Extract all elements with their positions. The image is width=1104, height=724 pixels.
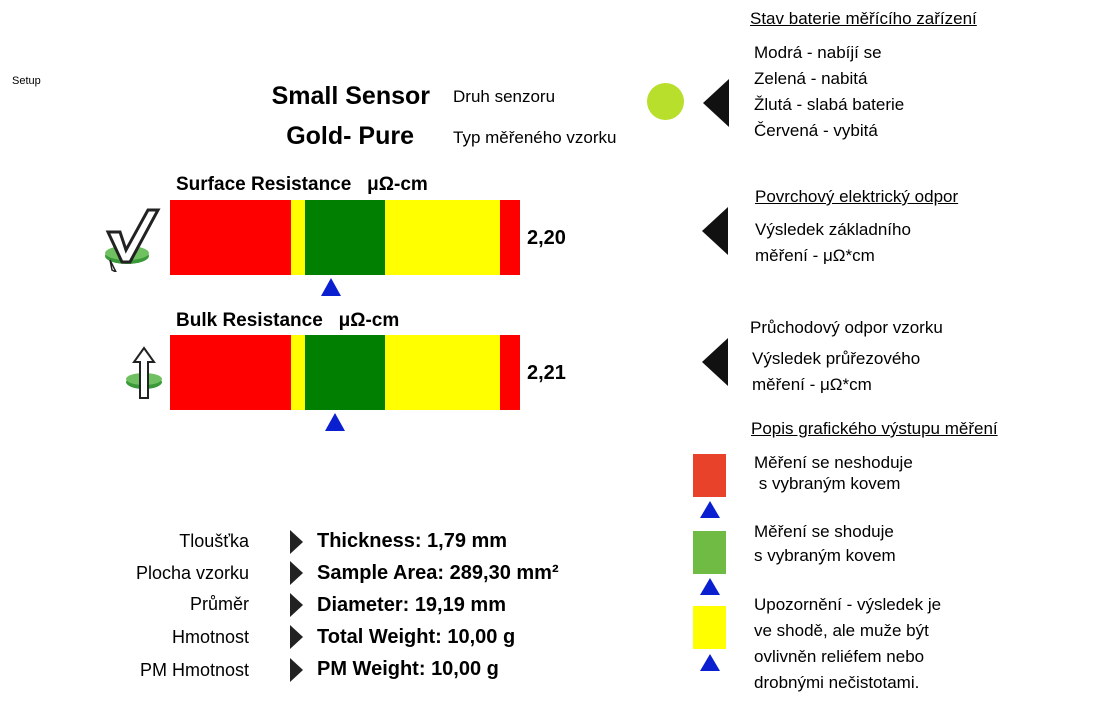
sensor-name: Small Sensor (271, 82, 430, 110)
pointer-left-icon (703, 79, 729, 127)
total-weight-value: Total Weight: 10,00 g (317, 626, 516, 648)
surface-resistance-value: 2,20 (527, 227, 566, 249)
bar-segment-red (170, 335, 291, 410)
setup-link[interactable]: Setup (12, 75, 41, 87)
bar-segment-yellow (385, 200, 500, 275)
surface-note-line: Výsledek základního (755, 220, 911, 239)
bulk-note: Výsledek průřezového měření - μΩ*cm (752, 346, 920, 398)
battery-legend-title: Stav baterie měřícího zařízení (750, 9, 977, 28)
battery-legend-line: Červená - vybitá (754, 121, 878, 140)
diameter-value: Diameter: 19,19 mm (317, 594, 506, 616)
bulk-note-title: Průchodový odpor vzorku (750, 318, 943, 337)
pm-weight-cz-label: PM Hmotnost (139, 660, 249, 680)
checkmark-icon[interactable] (102, 206, 162, 274)
pointer-left-icon (702, 207, 728, 255)
legend-marker-icon (700, 578, 720, 595)
diameter-cz-label: Průměr (189, 594, 249, 614)
bar-segment-red (170, 200, 291, 275)
weight-cz-label: Hmotnost (171, 627, 249, 647)
bulk-marker-icon (325, 413, 345, 431)
thickness-value: Thickness: 1,79 mm (317, 530, 508, 552)
legend-marker-icon (700, 654, 720, 671)
legend-item-line: ve shodě, ale muže být (754, 621, 929, 640)
bulk-resistance-bar (170, 335, 520, 410)
legend-item-line: ovlivněn reliéfem nebo (754, 647, 925, 666)
battery-legend-line: Zelená - nabitá (754, 69, 868, 88)
surface-note-line: měření - μΩ*cm (755, 246, 875, 265)
legend-item-line: Měření se shoduje (754, 522, 894, 541)
bulk-note-line: měření - μΩ*cm (752, 375, 872, 394)
pointer-left-icon (702, 338, 728, 386)
pointer-right-icon (290, 593, 303, 617)
sample-name: Gold- Pure (286, 122, 414, 150)
surface-marker-icon (321, 278, 341, 296)
bulk-resistance-value: 2,21 (527, 362, 566, 384)
legend-green-swatch (693, 531, 726, 574)
legend-item-green: Měření se shoduje s vybraným kovem (754, 520, 896, 568)
bulk-resistance-heading: Bulk Resistance μΩ-cm (176, 310, 400, 331)
bar-segment-red (500, 200, 520, 275)
bulk-note-line: Výsledek průřezového (752, 349, 921, 368)
surface-note-title: Povrchový elektrický odpor (755, 187, 959, 206)
pointer-right-icon (290, 658, 303, 682)
pointer-right-icon (290, 530, 303, 554)
legend-item-line: Měření se neshoduje (754, 453, 913, 472)
arrow-up-icon[interactable] (120, 346, 168, 400)
sample-name-desc: Typ měřeného vzorku (453, 128, 617, 147)
bar-segment-green (305, 200, 385, 275)
legend-item-line: s vybraným kovem (754, 474, 901, 493)
legend-item-yellow: Upozornění - výsledek je ve shodě, ale m… (754, 592, 941, 696)
legend-item-line: s vybraným kovem (754, 546, 896, 565)
bar-segment-yellow (291, 335, 305, 410)
legend-item-line: Upozornění - výsledek je (754, 595, 942, 614)
thickness-cz-label: Tloušťka (179, 531, 249, 551)
sample-area-cz-label: Plocha vzorku (135, 563, 249, 583)
sensor-name-desc: Druh senzoru (453, 87, 556, 106)
bar-segment-red (500, 335, 520, 410)
bar-segment-green (305, 335, 385, 410)
graphic-legend-title: Popis grafického výstupu měření (751, 419, 998, 438)
legend-item-line: drobnými nečistotami. (754, 673, 920, 692)
bar-segment-yellow (385, 335, 500, 410)
sample-area-value: Sample Area: 289,30 mm² (317, 562, 559, 584)
pointer-right-icon (290, 561, 303, 585)
battery-legend-line: Žlutá - slabá baterie (754, 95, 905, 114)
battery-legend-line: Modrá - nabíjí se (754, 43, 882, 62)
battery-status-indicator (647, 83, 684, 120)
surface-note: Výsledek základního měření - μΩ*cm (755, 217, 911, 269)
surface-resistance-bar (170, 200, 520, 275)
pointer-right-icon (290, 625, 303, 649)
bar-segment-yellow (291, 200, 305, 275)
legend-yellow-swatch (693, 606, 726, 649)
legend-item-red: Měření se neshoduje s vybraným kovem (754, 452, 913, 494)
pm-weight-value: PM Weight: 10,00 g (317, 658, 499, 680)
legend-red-swatch (693, 454, 726, 497)
legend-marker-icon (700, 501, 720, 518)
surface-resistance-heading: Surface Resistance μΩ-cm (176, 174, 428, 195)
battery-legend-list: Modrá - nabíjí se Zelená - nabitá Žlutá … (754, 40, 904, 144)
